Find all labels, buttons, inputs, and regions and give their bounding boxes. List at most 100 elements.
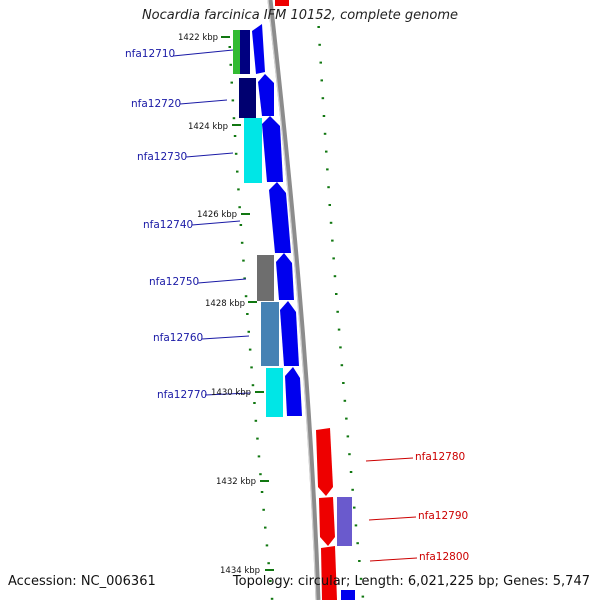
minor-tick (236, 170, 239, 173)
leader-line (369, 557, 418, 562)
gene-category-block[interactable] (233, 30, 241, 74)
minor-tick (351, 488, 354, 491)
tick-label: 1430 kbp (211, 388, 252, 398)
minor-tick (331, 239, 334, 242)
gene-arrow-nfa12740[interactable] (269, 182, 291, 253)
label-leaders (172, 49, 418, 562)
minor-tick (322, 115, 326, 117)
minor-tick (319, 61, 322, 64)
tick-label: 1424 kbp (188, 122, 229, 132)
minor-tick (336, 310, 339, 313)
minor-ticks-left (228, 46, 274, 600)
gene-arrow-nfa12780[interactable] (316, 428, 333, 496)
minor-tick (332, 257, 335, 260)
gene-label-nfa12710[interactable]: nfa12710 (125, 48, 176, 60)
minor-tick (335, 293, 338, 295)
minor-tick (325, 150, 328, 153)
minor-tick (244, 295, 248, 298)
minor-tick (326, 168, 329, 171)
gene-label-nfa12760[interactable]: nfa12760 (153, 332, 204, 344)
minor-tick (262, 508, 265, 511)
gene-arrow-nfa12800[interactable] (321, 546, 337, 600)
gene-label-nfa12790[interactable]: nfa12790 (418, 510, 469, 522)
leader-line (204, 392, 251, 396)
minor-tick (265, 544, 269, 547)
leader-line (365, 457, 414, 462)
gene-label-nfa12750[interactable]: nfa12750 (149, 276, 200, 288)
minor-tick (317, 26, 320, 28)
minor-tick (323, 132, 327, 135)
gene-label-nfa12720[interactable]: nfa12720 (131, 98, 182, 110)
genome-backbone (267, 0, 321, 600)
minor-tick (354, 524, 358, 527)
minor-tick (333, 275, 337, 278)
gene-label-nfa12730[interactable]: nfa12730 (137, 151, 188, 163)
gene-arrow-nfa12790[interactable] (319, 497, 335, 546)
gene-arrow-bottom-fragment[interactable] (341, 590, 355, 600)
reverse-strand-genes (316, 428, 337, 600)
tick-label: 1432 kbp (216, 477, 257, 487)
minor-tick (248, 348, 252, 351)
minor-tick (232, 117, 236, 120)
gene-category-block[interactable] (244, 118, 262, 183)
leader-line (179, 99, 228, 105)
gene-category-block[interactable] (257, 255, 274, 301)
gene-label-nfa12770[interactable]: nfa12770 (157, 389, 208, 401)
leader-line (185, 152, 234, 158)
leader-line (191, 220, 241, 226)
minor-tick (247, 330, 250, 333)
minor-tick (353, 506, 356, 509)
minor-tick (233, 135, 237, 137)
minor-tick (270, 597, 274, 600)
genome-summary: Topology: circular; Length: 6,021,225 bp… (232, 574, 590, 589)
gene-arrow-nfa12750[interactable] (276, 253, 294, 300)
minor-tick (359, 577, 363, 580)
minor-tick (228, 46, 231, 48)
map-title: Nocardia farcinica IFM 10152, complete g… (141, 8, 459, 23)
minor-tick (240, 241, 244, 244)
gene-label-nfa12740[interactable]: nfa12740 (143, 219, 194, 231)
minor-tick (257, 455, 261, 458)
gene-category-block[interactable] (240, 30, 250, 74)
major-ticks (221, 36, 274, 571)
minor-tick (346, 435, 350, 438)
gene-label-nfa12800[interactable]: nfa12800 (419, 551, 470, 563)
minor-tick (337, 328, 341, 331)
gene-arrow-nfa12710[interactable] (252, 24, 265, 74)
minor-tick (231, 99, 235, 102)
gene-category-block[interactable] (261, 302, 279, 366)
tick-label: 1422 kbp (178, 33, 219, 43)
gene-top-fragment[interactable] (275, 0, 289, 6)
minor-tick (243, 277, 246, 280)
minor-tick (269, 580, 272, 582)
minor-tick (327, 186, 330, 189)
gene-category-block[interactable] (239, 78, 256, 118)
gene-category-block[interactable] (266, 368, 283, 417)
gene-arrow-nfa12770[interactable] (285, 367, 302, 416)
minor-tick (356, 542, 359, 545)
minor-tick (237, 188, 240, 191)
minor-tick (358, 560, 361, 562)
gene-arrow-nfa12760[interactable] (280, 301, 299, 366)
minor-tick (320, 79, 323, 82)
leader-line (201, 335, 250, 340)
minor-ticks-right (317, 26, 365, 598)
minor-tick (238, 206, 241, 209)
gene-arrow-nfa12730[interactable] (262, 116, 283, 182)
leader-line (368, 516, 417, 521)
gene-arrow-nfa12720[interactable] (258, 74, 274, 116)
minor-tick (259, 473, 262, 476)
minor-tick (246, 313, 249, 315)
gene-label-nfa12780[interactable]: nfa12780 (415, 451, 466, 463)
genome-backbone-highlight (267, 0, 317, 600)
minor-tick (253, 402, 256, 404)
minor-tick (339, 346, 342, 349)
tick-label: 1428 kbp (205, 299, 246, 309)
minor-tick (321, 97, 325, 100)
minor-tick (230, 81, 233, 84)
minor-tick (328, 204, 331, 206)
minor-tick (349, 471, 353, 473)
minor-tick (250, 366, 253, 369)
gene-category-block[interactable] (337, 497, 352, 546)
